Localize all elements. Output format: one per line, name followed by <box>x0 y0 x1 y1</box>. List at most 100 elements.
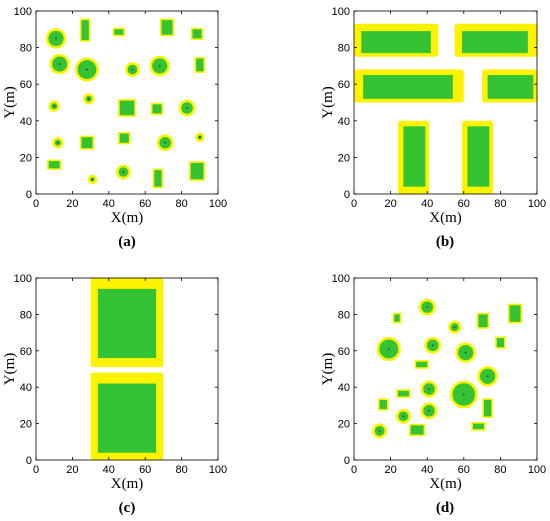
rectangular-obstacle <box>461 31 528 54</box>
y-tick-label: 0 <box>26 189 32 201</box>
obstacle-center-point <box>428 409 430 412</box>
y-tick-label: 100 <box>14 273 32 285</box>
obstacle-center-point <box>53 105 56 108</box>
obstacle-center-point <box>378 429 381 432</box>
obstacle-center-point <box>426 306 429 309</box>
y-tick-label: 20 <box>338 152 350 164</box>
rectangular-obstacle <box>192 29 202 39</box>
obstacle-center-point <box>186 107 188 109</box>
obstacle-center-point <box>122 171 125 173</box>
y-tick-label: 60 <box>338 346 350 358</box>
plot-content <box>90 278 164 460</box>
rectangular-obstacle <box>478 314 488 328</box>
y-axis-label: Y(m) <box>320 86 336 119</box>
panel-a: 0 20 40 60 80 100 0 20 40 60 80 100 X(m) Y(m) (a) <box>2 6 227 250</box>
rectangular-obstacle <box>48 161 60 169</box>
rectangular-obstacle <box>379 399 387 410</box>
y-tick-label: 80 <box>20 309 32 321</box>
obstacle-center-point <box>55 37 57 40</box>
y-tick-label: 20 <box>20 152 32 164</box>
plot-frame <box>35 10 219 195</box>
y-tick-label: 80 <box>20 43 32 55</box>
y-tick-label: 100 <box>14 6 32 18</box>
y-tick-label: 60 <box>20 79 32 91</box>
y-tick-label: 80 <box>338 309 350 321</box>
rectangular-obstacle <box>467 126 490 187</box>
rectangular-obstacle <box>410 425 424 435</box>
obstacle-center-point <box>486 375 489 378</box>
obstacle-center-point <box>387 348 390 350</box>
panel-caption: (d) <box>436 500 454 516</box>
x-axis-label: X(m) <box>111 476 144 492</box>
obstacle-center-point <box>56 141 59 144</box>
plot-content <box>45 18 206 189</box>
x-tick-label: 40 <box>103 198 115 210</box>
x-tick-label: 100 <box>528 198 546 210</box>
y-tick-label: 20 <box>20 419 32 431</box>
rectangular-obstacle <box>361 31 431 54</box>
rectangular-obstacle <box>509 305 521 322</box>
rectangular-obstacle <box>363 75 453 99</box>
y-tick-label: 80 <box>338 43 350 55</box>
rectangular-obstacle <box>161 20 173 35</box>
x-axis-label: X(m) <box>429 476 462 492</box>
x-tick-label: 0 <box>33 198 39 210</box>
x-tick-label: 40 <box>103 464 115 476</box>
rectangular-obstacle <box>114 29 124 35</box>
rectangular-obstacle <box>472 423 484 430</box>
panel-caption: (a) <box>118 234 136 250</box>
panel-caption: (c) <box>119 500 136 516</box>
plot-frame <box>353 10 538 195</box>
plot-content <box>354 23 537 194</box>
y-tick-label: 100 <box>332 273 350 285</box>
rectangular-obstacle <box>196 58 204 72</box>
x-tick-label: 20 <box>384 464 396 476</box>
rectangular-obstacle <box>119 100 135 116</box>
rectangular-obstacle <box>97 288 157 359</box>
rectangular-obstacle <box>496 338 505 348</box>
plot-frame <box>35 277 219 461</box>
x-tick-label: 60 <box>458 198 470 210</box>
obstacle-center-point <box>431 344 434 347</box>
obstacle-center-point <box>453 326 456 329</box>
y-tick-label: 0 <box>344 189 350 201</box>
x-tick-label: 0 <box>351 464 357 476</box>
rectangular-obstacle <box>152 104 162 114</box>
rectangular-obstacle <box>97 383 157 453</box>
obstacle-center-point <box>164 141 167 144</box>
rectangular-obstacle <box>81 137 93 149</box>
obstacle-center-point <box>58 63 61 65</box>
x-tick-label: 80 <box>175 464 187 476</box>
x-tick-label: 60 <box>139 464 151 476</box>
obstacle-center-point <box>87 97 90 100</box>
x-tick-label: 40 <box>421 198 433 210</box>
y-tick-label: 40 <box>20 116 32 128</box>
obstacle-center-point <box>464 351 467 354</box>
y-tick-label: 60 <box>20 346 32 358</box>
x-tick-label: 80 <box>175 198 187 210</box>
plot-frame <box>353 277 538 461</box>
rectangular-obstacle <box>119 133 129 143</box>
x-tick-label: 0 <box>33 464 39 476</box>
panel-caption: (b) <box>436 234 454 250</box>
x-tick-label: 20 <box>66 464 78 476</box>
plot-content <box>372 298 523 439</box>
rectangular-obstacle <box>487 75 534 99</box>
rectangular-obstacle <box>483 399 492 417</box>
rectangular-obstacle <box>394 314 400 322</box>
x-tick-label: 40 <box>421 464 433 476</box>
y-tick-label: 40 <box>338 382 350 394</box>
x-axis-label: X(m) <box>429 210 462 226</box>
rectangular-obstacle <box>81 20 89 41</box>
obstacle-center-point <box>158 65 161 67</box>
y-tick-label: 40 <box>20 382 32 394</box>
y-tick-label: 100 <box>332 6 350 18</box>
panel-b: 0 20 40 60 80 100 0 20 40 60 80 100 X(m) Y(m) (b) <box>320 6 546 250</box>
rectangular-obstacle <box>403 126 426 187</box>
y-axis-label: Y(m) <box>320 353 336 386</box>
x-tick-label: 100 <box>209 198 227 210</box>
x-tick-label: 80 <box>494 464 506 476</box>
panel-c: 0 20 40 60 80 100 0 20 40 60 80 100 X(m) Y(m) (c) <box>2 273 227 516</box>
x-tick-label: 100 <box>528 464 546 476</box>
